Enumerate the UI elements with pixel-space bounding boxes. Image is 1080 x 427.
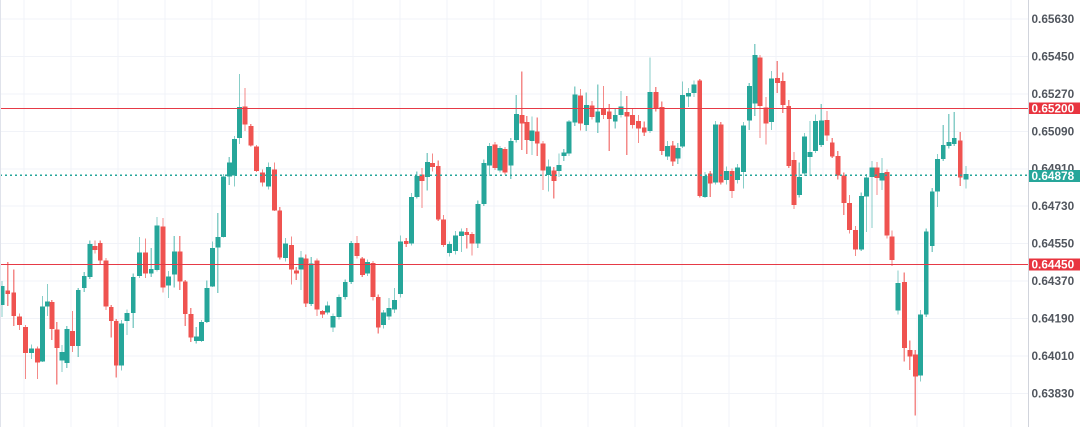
svg-text:0.65450: 0.65450: [1032, 49, 1075, 63]
svg-text:0.64190: 0.64190: [1032, 312, 1075, 326]
svg-text:0.64450: 0.64450: [1032, 257, 1075, 271]
svg-text:0.64370: 0.64370: [1032, 274, 1075, 288]
svg-text:0.64878: 0.64878: [1032, 169, 1075, 183]
svg-text:0.64010: 0.64010: [1032, 349, 1075, 363]
svg-text:0.64550: 0.64550: [1032, 237, 1075, 251]
svg-text:0.65200: 0.65200: [1032, 101, 1075, 115]
svg-text:0.63830: 0.63830: [1032, 386, 1075, 400]
svg-text:0.64730: 0.64730: [1032, 199, 1075, 213]
svg-text:0.65630: 0.65630: [1032, 12, 1075, 26]
svg-text:0.65090: 0.65090: [1032, 124, 1075, 138]
svg-text:0.65270: 0.65270: [1032, 87, 1075, 101]
